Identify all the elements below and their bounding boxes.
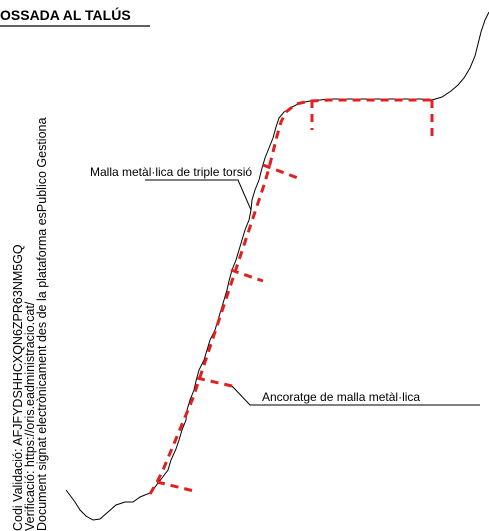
mesh-line [148, 98, 432, 495]
stamp-line-1: Codi Validació: AFJFYDSHHCXQN6ZPR63NM5GQ [11, 244, 25, 531]
anchor-tick [156, 480, 195, 493]
mesh-label: Malla metàl·lica de triple torsió [90, 165, 252, 179]
anchor-tick [262, 163, 299, 180]
terrain-profile [65, 11, 489, 521]
stamp-line-3: Document signat electrònicament des de l… [35, 118, 49, 531]
drawing-title: OSSADA AL TALÚS [0, 6, 131, 23]
mesh-leader-line [145, 179, 252, 211]
anchor-tick [196, 376, 233, 388]
signature-stamp: Codi Validació: AFJFYDSHHCXQN6ZPR63NM5GQ… [11, 118, 49, 531]
stamp-line-2: Verificació: https://oris.eadministracio… [23, 301, 37, 531]
anchor-label: Ancoratge de malla metàl·lica [262, 390, 420, 404]
anchor-leader-line [231, 385, 480, 406]
anchor-tick [230, 268, 264, 283]
